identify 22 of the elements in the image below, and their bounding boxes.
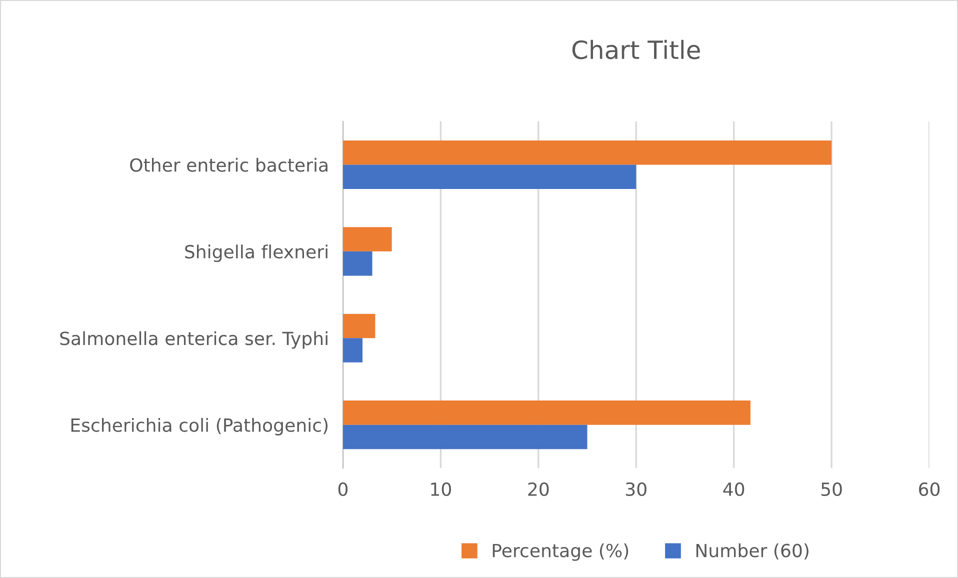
bar [342, 424, 588, 450]
bar [342, 227, 392, 252]
x-tick-label: 50 [821, 482, 842, 496]
bar [342, 338, 363, 362]
x-tick-label: 30 [626, 482, 646, 496]
legend-label: Percentage (%) [492, 543, 628, 561]
y-tick-label: Shigella flexneri [185, 244, 328, 262]
y-tick-label: Escherichia coli (Pathogenic) [71, 418, 328, 436]
x-tick-label: 60 [919, 482, 940, 496]
bar [342, 251, 372, 276]
bar [342, 140, 832, 165]
bar [342, 164, 636, 190]
x-tick-label: 20 [528, 482, 549, 496]
legend-label: Number (60) [696, 543, 808, 560]
y-tick-label: Other enteric bacteria [130, 158, 328, 172]
x-tick-label: 0 [338, 482, 348, 496]
bar [342, 400, 750, 425]
x-tick-label: 40 [723, 482, 744, 496]
y-tick-label: Salmonella enterica ser. Typhi [60, 331, 328, 349]
chart-title: Chart Title [572, 40, 700, 60]
x-tick-label: 10 [431, 482, 451, 496]
bar [342, 314, 376, 338]
